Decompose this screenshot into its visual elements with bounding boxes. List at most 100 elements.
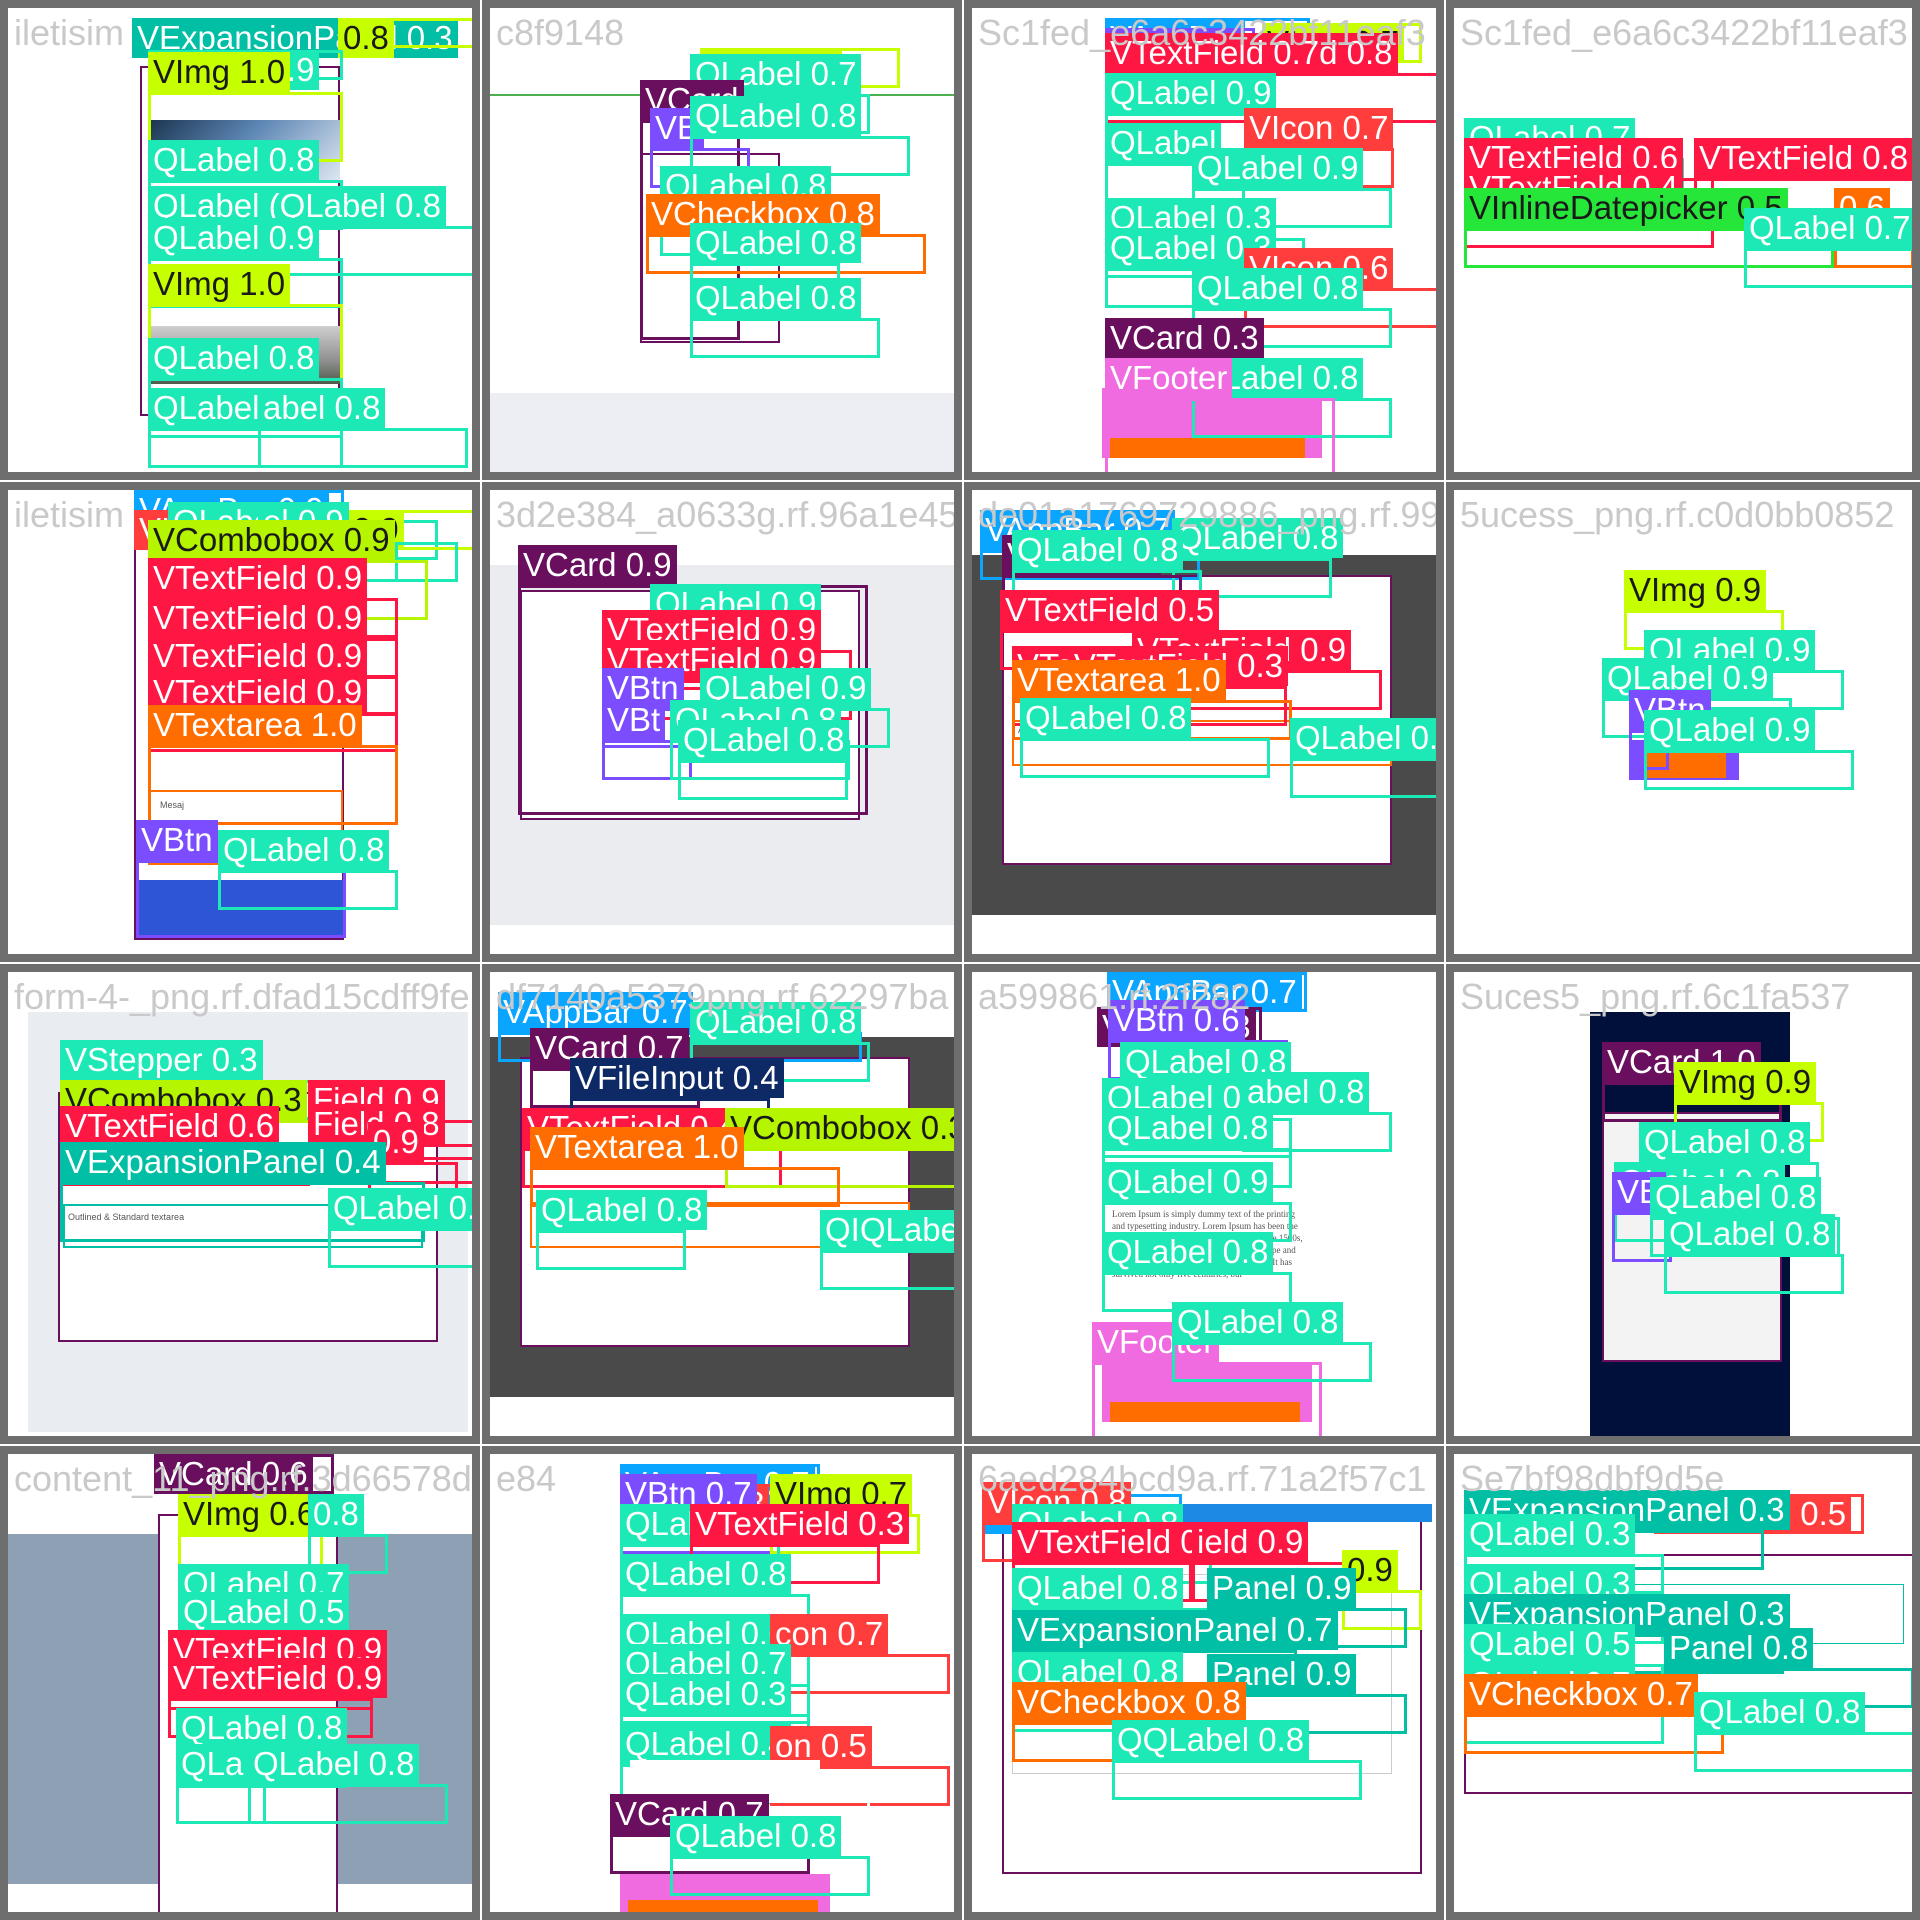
detection-label: VTextField 0.9	[168, 1658, 388, 1698]
detection-box-qlabel: QLabel 0.8	[1694, 1692, 1912, 1772]
detection-box-vtextfield: VTextField 0.3	[690, 1504, 910, 1584]
detection-box-qlabel: QLabel 0.8	[1020, 698, 1270, 778]
detection-box-qlabel: QLabel 0.8	[148, 338, 343, 438]
tile-filename: iletisim	[14, 494, 125, 535]
detection-box-qlabel: QIQLabel 0.8	[820, 1210, 954, 1290]
detection-box-vcheckbox: VCheckbox 0.7	[1464, 1674, 1724, 1754]
detection-box-qlabel: QLabel 0.8	[690, 278, 880, 358]
detection-tile: Sc1fed_e6a6c3422bf11eaf3VAppBarVBtn 0.7V…	[964, 0, 1444, 480]
detection-box-qlabel: QLabel 0.9	[1192, 148, 1392, 228]
detection-label: VAppBar 0.7	[498, 992, 693, 1032]
detection-label: QLabel 0.4	[620, 1724, 792, 1764]
detection-box-qlabel: QLabel 0.8	[1172, 518, 1344, 598]
detection-label: VBtn 0.6	[1108, 1000, 1245, 1040]
detection-box-vtextarea: VTextarea 1.0	[1012, 660, 1292, 740]
detection-label: QLabel 0.5	[1464, 1624, 1636, 1664]
detection-label: QLabel 0.8	[690, 278, 862, 318]
detection-label: VCombobox 0.3	[725, 1108, 954, 1148]
tile-filename: 5ucess_png.rf.c0d0bb0852	[1460, 494, 1895, 535]
screenshot-region	[490, 393, 954, 472]
screenshot-region	[1110, 438, 1305, 458]
detection-label: QLabel 0.8	[690, 223, 862, 263]
detection-box-vicon: on 0.5	[770, 1726, 950, 1806]
detection-label: VInlineDatepicker 0.5	[1464, 188, 1788, 228]
detection-box-qlabel: QLabel 0.8	[1172, 1302, 1372, 1382]
detection-label: VTextField 0.7d 0.8	[1105, 33, 1398, 73]
detection-box-qlabel: QLabel 0.8	[1290, 718, 1436, 798]
detection-tile: Sign in to continueto LinesPasswordconte…	[0, 1446, 480, 1920]
detection-box-qlabel: QLabel 0.8	[1012, 530, 1202, 610]
detection-label: VDivider 0.3	[630, 1760, 820, 1800]
detection-label: VTextField 0.9	[148, 636, 368, 676]
detection-tile: Açıklamaİlgili birimdf7140a5379png.rf.62…	[482, 964, 962, 1444]
detection-tile: Açıklamade01a1769729886_png.rf.99VAppBar…	[964, 482, 1444, 962]
detection-box-qlabel: QLabel 0.8	[678, 720, 850, 800]
detection-label: VTextField 0.9	[148, 598, 368, 638]
detection-label: VTextarea 1.0	[530, 1127, 744, 1167]
detection-label: QLabel 0.3	[1464, 1514, 1636, 1554]
detection-label: QLabel 0.8	[620, 1554, 792, 1594]
detection-box-vimg: 0.8	[338, 18, 472, 58]
detection-tile: 3d2e384_a0633g.rf.96a1e45 VCard 0.9 QLabel…	[482, 482, 962, 962]
detection-label: VTextarea 1.0	[148, 705, 362, 745]
textarea-caption: Outlined & Standard textarea	[68, 1212, 185, 1222]
detection-box-qlabel: QLabel 0.8	[690, 1002, 870, 1082]
detection-box-vdivider: VDivider 0.3	[630, 1760, 870, 1840]
detection-label: QLabel 0.8	[690, 1002, 862, 1042]
detection-box-vimg: VImg 0.9	[1674, 1062, 1824, 1142]
detection-label: QLabel 0.8	[1102, 1232, 1274, 1272]
detection-label: QLabel 0.9	[1192, 148, 1364, 188]
detection-label: QLabel 0.9	[1105, 73, 1277, 113]
detection-box-qlabel: QLabel 0.8	[1664, 1214, 1844, 1294]
detection-label: on 0.5	[770, 1726, 872, 1766]
detection-tile: 6aed284bcd9a.rf.71a2f57c1VAppBarVIcon 0.…	[964, 1446, 1444, 1920]
detection-box-qlabel: QLabel 0.8	[328, 1188, 472, 1268]
detection-label: VExpansionPanel 0.4	[60, 1142, 386, 1182]
detection-label: VBtn	[136, 820, 218, 860]
detection-box-vtextfield: VTextField 0.9	[168, 1658, 388, 1738]
detection-label: 0.8	[308, 1494, 364, 1534]
screenshot-region	[1110, 1402, 1300, 1422]
detection-label: VImg 1.0	[148, 264, 291, 304]
detection-label: QIQLabel 0.8	[820, 1210, 954, 1250]
detection-label: VTextField 0.5	[1000, 590, 1220, 630]
detection-tile: Sc1fed_e6a6c3422bf11eaf3 QLabel 0.7 VTextF…	[1446, 0, 1920, 480]
detection-label: VTextField 0.8	[1694, 138, 1912, 178]
detection-label: QLabel 0.8	[690, 96, 862, 136]
detection-label: QLabel 0.8	[1172, 1302, 1344, 1342]
detection-label: VCard 0.9	[518, 545, 677, 585]
detection-box-vexpansionpanel: VExpansionPanel 0.4	[60, 1142, 425, 1242]
detection-box-qlabel: abel 0.8	[1242, 1072, 1392, 1152]
detection-label: QLabel 0.8	[218, 830, 390, 870]
detection-label: VTextField 0.6	[60, 1106, 280, 1146]
detection-box-qlabel: QLabel 0.9	[1644, 710, 1854, 790]
detection-label: QLabel 0.9	[1644, 710, 1816, 750]
detection-label: Panel 0.9	[1207, 1568, 1357, 1608]
detection-box-vtextarea: VTextarea 1.0	[148, 705, 398, 825]
detection-box-qlabel: QLabel 0.9	[148, 218, 343, 308]
detection-box-vinlinedatepicker: VInlineDatepicker 0.5	[1464, 188, 1834, 268]
detection-label: VCheckbox 0.8	[1012, 1682, 1246, 1722]
detection-label: QQLabel 0.8	[1112, 1720, 1310, 1760]
detection-label: VCheckbox 0.7	[1464, 1674, 1698, 1714]
detection-label: QLabel 0.8	[1172, 518, 1344, 558]
detection-label: VExpansionPanel 0.7	[1012, 1610, 1338, 1650]
detection-box-qlabel: QLabel 0.3	[620, 1674, 810, 1754]
detection-label: QLabel 0.8	[1694, 1692, 1866, 1732]
detection-label: QLabel 0.8	[670, 1816, 842, 1856]
detection-box-qlabel: QLabel 0.8	[1102, 1232, 1292, 1312]
detection-box-qlabel: QLabel 0.7	[1744, 208, 1912, 288]
detection-label: VTextField 0.3	[690, 1504, 910, 1544]
detection-box-vexpansionpanel: VExpansionPanel 0.7	[1012, 1610, 1338, 1690]
message-placeholder: Mesaj	[160, 800, 185, 810]
detection-label: VImg 1.0	[148, 52, 291, 92]
detection-label: QLabel 0.8	[1639, 1122, 1811, 1162]
detection-label: QLabel 0.8	[1664, 1214, 1836, 1254]
detection-box-vbtn: VBt	[602, 700, 692, 780]
detection-label: ield 0.9	[1192, 1522, 1309, 1562]
detection-label: VCard 0.6	[154, 1454, 313, 1494]
